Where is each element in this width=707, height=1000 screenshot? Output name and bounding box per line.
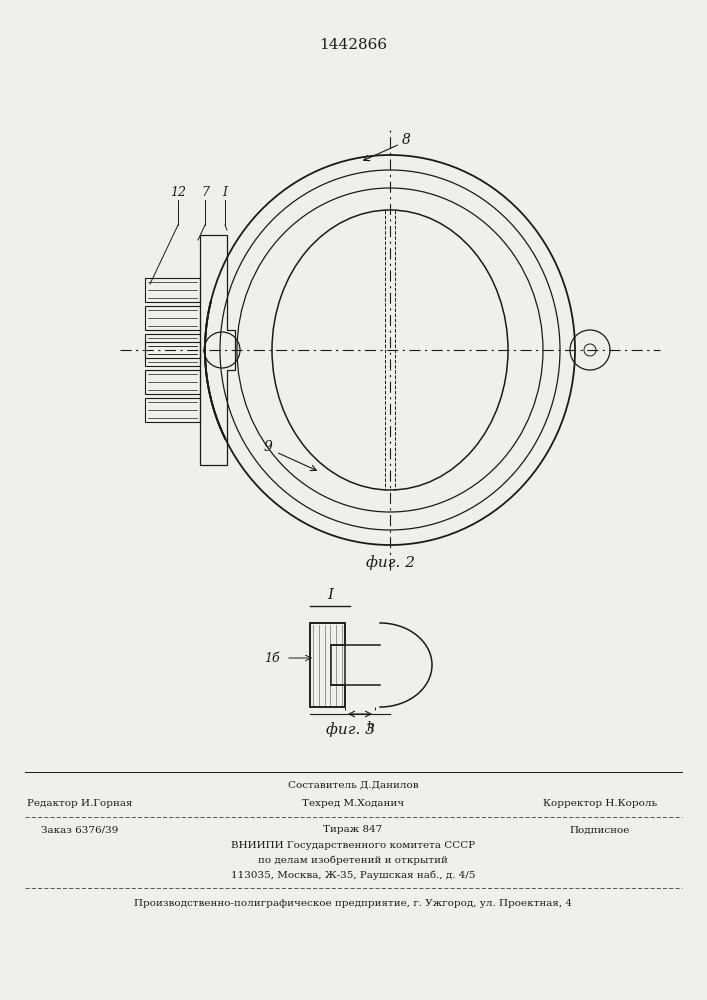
Text: фиг. 2: фиг. 2 xyxy=(366,556,414,570)
Text: Техред М.Ходанич: Техред М.Ходанич xyxy=(302,800,404,808)
Text: Редактор И.Горная: Редактор И.Горная xyxy=(28,800,133,808)
Text: Производственно-полиграфическое предприятие, г. Ужгород, ул. Проектная, 4: Производственно-полиграфическое предприя… xyxy=(134,900,572,908)
Text: 9: 9 xyxy=(264,440,272,454)
Text: Подписное: Подписное xyxy=(570,826,630,834)
Text: ВНИИПИ Государственного комитета СССР: ВНИИПИ Государственного комитета СССР xyxy=(231,840,475,850)
Text: по делам изобретений и открытий: по делам изобретений и открытий xyxy=(258,855,448,865)
Text: 12: 12 xyxy=(170,186,186,198)
Text: Тираж 847: Тираж 847 xyxy=(323,826,382,834)
Text: Корректор Н.Король: Корректор Н.Король xyxy=(543,800,657,808)
Text: I: I xyxy=(223,186,228,198)
Text: Составитель Д.Данилов: Составитель Д.Данилов xyxy=(288,780,419,790)
Text: 113035, Москва, Ж-35, Раушская наб., д. 4/5: 113035, Москва, Ж-35, Раушская наб., д. … xyxy=(230,870,475,880)
Text: Заказ 6376/39: Заказ 6376/39 xyxy=(41,826,119,834)
Text: I: I xyxy=(327,588,333,602)
Text: фиг. 3: фиг. 3 xyxy=(325,723,375,737)
Text: 1б: 1б xyxy=(264,652,280,664)
Text: 7: 7 xyxy=(201,186,209,198)
Text: 1442866: 1442866 xyxy=(319,38,387,52)
Text: 8: 8 xyxy=(402,133,411,147)
Text: h: h xyxy=(366,721,374,734)
